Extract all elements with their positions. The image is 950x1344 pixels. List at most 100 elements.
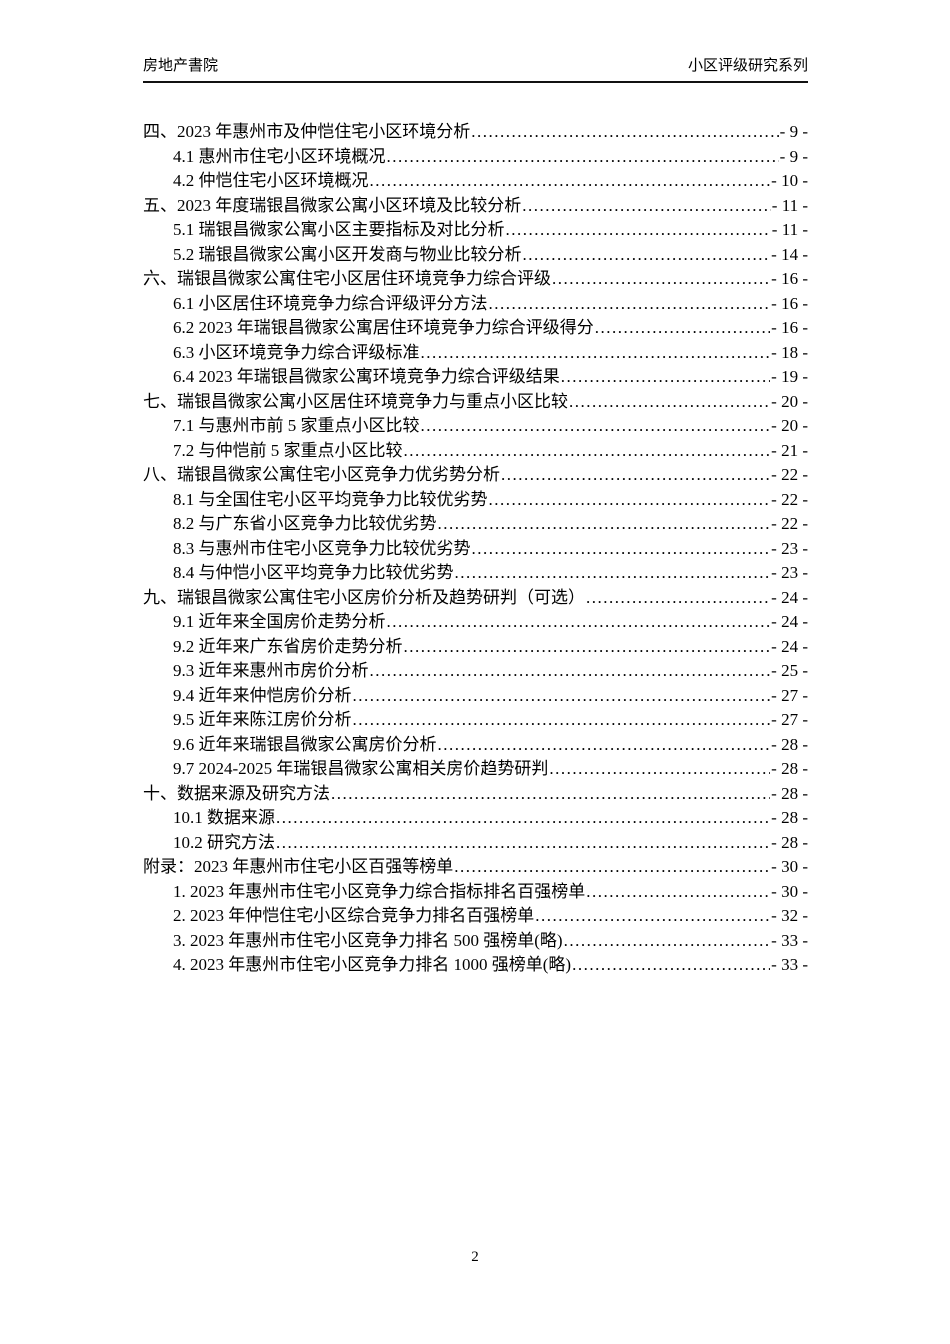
dot-leader xyxy=(331,782,770,807)
toc-entry-text: 6.2 2023 年瑞银昌微家公寓居住环境竞争力综合评级得分 xyxy=(173,318,594,337)
page-number: 2 xyxy=(471,1249,479,1265)
toc-entry[interactable]: 9.7 2024-2025 年瑞银昌微家公寓相关房价趋势研判 - 28 - xyxy=(143,757,808,782)
dot-leader xyxy=(569,390,770,415)
toc-entry[interactable]: 9.6 近年来瑞银昌微家公寓房价分析 - 28 - xyxy=(143,733,808,758)
toc-entry[interactable]: 2. 2023 年仲恺住宅小区综合竞争力排名百强榜单 - 32 - xyxy=(143,904,808,929)
toc-entry-page: - 11 - xyxy=(771,220,808,239)
dot-leader xyxy=(421,414,771,439)
toc-entry[interactable]: 4.2 仲恺住宅小区环境概况 - 10 - xyxy=(143,169,808,194)
toc-entry[interactable]: 七、瑞银昌微家公寓小区居住环境竞争力与重点小区比较 - 20 - xyxy=(143,390,808,415)
toc-entry-page: - 16 - xyxy=(771,269,808,288)
toc-entry-text: 四、2023 年惠州市及仲恺住宅小区环境分析 xyxy=(143,122,471,141)
toc-entry[interactable]: 7.2 与仲恺前 5 家重点小区比较 - 21 - xyxy=(143,439,808,464)
toc-entry-text: 9.6 近年来瑞银昌微家公寓房价分析 xyxy=(173,734,437,754)
dot-leader xyxy=(564,929,771,954)
toc-entry-text: 6.1 小区居住环境竞争力综合评级评分方法 xyxy=(173,293,488,313)
dot-leader xyxy=(387,145,779,170)
dot-leader xyxy=(438,512,771,537)
toc-entry-page: - 33 - xyxy=(771,930,808,950)
toc-entry[interactable]: 附录：2023 年惠州市住宅小区百强等榜单 - 30 - xyxy=(143,855,808,880)
toc-entry-text: 5.1 瑞银昌微家公寓小区主要指标及对比分析 xyxy=(173,220,505,239)
dot-leader xyxy=(387,610,771,635)
toc-entry-text: 十、数据来源及研究方法 xyxy=(143,783,330,803)
toc-entry[interactable]: 10.1 数据来源 - 28 - xyxy=(143,806,808,831)
toc-entry-page: - 28 - xyxy=(771,808,808,827)
header-left-text: 房地产書院 xyxy=(143,58,219,74)
toc-entry[interactable]: 四、2023 年惠州市及仲恺住宅小区环境分析 - 9 - xyxy=(143,120,808,145)
toc-entry[interactable]: 八、瑞银昌微家公寓住宅小区竞争力优劣势分析 - 22 - xyxy=(143,463,808,488)
toc-entry-page: - 28 - xyxy=(771,734,808,754)
toc-entry[interactable]: 1. 2023 年惠州市住宅小区竞争力综合指标排名百强榜单 - 30 - xyxy=(143,880,808,905)
toc-entry[interactable]: 9.5 近年来陈江房价分析 - 27 - xyxy=(143,708,808,733)
toc-entry-text: 9.5 近年来陈江房价分析 xyxy=(173,710,352,729)
toc-entry-page: - 18 - xyxy=(771,342,808,362)
dot-leader xyxy=(455,561,771,586)
toc-entry-text: 4.2 仲恺住宅小区环境概况 xyxy=(173,171,369,190)
toc-entry-text: 9.7 2024-2025 年瑞银昌微家公寓相关房价趋势研判 xyxy=(173,759,549,778)
toc-entry[interactable]: 8.3 与惠州市住宅小区竞争力比较优劣势 - 23 - xyxy=(143,537,808,562)
toc-entry[interactable]: 3. 2023 年惠州市住宅小区竞争力排名 500 强榜单(略) - 33 - xyxy=(143,929,808,954)
toc-entry[interactable]: 9.4 近年来仲恺房价分析 - 27 - xyxy=(143,684,808,709)
toc-entry[interactable]: 6.1 小区居住环境竞争力综合评级评分方法 - 16 - xyxy=(143,292,808,317)
toc-entry[interactable]: 9.2 近年来广东省房价走势分析 - 24 - xyxy=(143,635,808,660)
toc-entry-text: 3. 2023 年惠州市住宅小区竞争力排名 500 强榜单(略) xyxy=(173,930,563,950)
toc-entry-page: - 16 - xyxy=(771,293,808,313)
dot-leader xyxy=(523,243,771,268)
toc-entry[interactable]: 6.2 2023 年瑞银昌微家公寓居住环境竞争力综合评级得分 - 16 - xyxy=(143,316,808,341)
toc-entry[interactable]: 7.1 与惠州市前 5 家重点小区比较 - 20 - xyxy=(143,414,808,439)
dot-leader xyxy=(421,341,771,366)
toc-entry-text: 8.2 与广东省小区竞争力比较优劣势 xyxy=(173,514,437,533)
toc-entry-page: - 14 - xyxy=(771,244,808,264)
table-of-contents: 四、2023 年惠州市及仲恺住宅小区环境分析 - 9 - 4.1 惠州市住宅小区… xyxy=(143,120,808,978)
toc-entry[interactable]: 六、瑞银昌微家公寓住宅小区居住环境竞争力综合评级 - 16 - xyxy=(143,267,808,292)
toc-entry-text: 6.3 小区环境竞争力综合评级标准 xyxy=(173,342,420,362)
toc-entry-page: - 27 - xyxy=(771,710,808,729)
toc-entry-page: - 10 - xyxy=(771,171,808,190)
toc-entry[interactable]: 9.3 近年来惠州市房价分析 - 25 - xyxy=(143,659,808,684)
toc-entry-page: - 23 - xyxy=(771,538,808,558)
toc-entry-text: 附录：2023 年惠州市住宅小区百强等榜单 xyxy=(143,857,454,876)
toc-entry[interactable]: 5.2 瑞银昌微家公寓小区开发商与物业比较分析 - 14 - xyxy=(143,243,808,268)
toc-entry[interactable]: 十、数据来源及研究方法 - 28 - xyxy=(143,782,808,807)
toc-entry[interactable]: 九、瑞银昌微家公寓住宅小区房价分析及趋势研判（可选） - 24 - xyxy=(143,586,808,611)
toc-entry-page: - 28 - xyxy=(771,759,808,778)
toc-entry[interactable]: 10.2 研究方法 - 28 - xyxy=(143,831,808,856)
toc-entry-page: - 20 - xyxy=(771,391,808,411)
dot-leader xyxy=(370,169,771,194)
header-right-text: 小区评级研究系列 xyxy=(687,58,808,74)
toc-entry[interactable]: 8.1 与全国住宅小区平均竞争力比较优劣势 - 22 - xyxy=(143,488,808,513)
toc-entry-page: - 23 - xyxy=(771,563,808,582)
dot-leader xyxy=(353,708,771,733)
toc-entry-text: 五、2023 年度瑞银昌微家公寓小区环境及比较分析 xyxy=(143,195,522,215)
toc-entry-text: 9.1 近年来全国房价走势分析 xyxy=(173,612,386,631)
toc-entry-text: 七、瑞银昌微家公寓小区居住环境竞争力与重点小区比较 xyxy=(143,391,568,411)
toc-entry[interactable]: 8.4 与仲恺小区平均竞争力比较优劣势 - 23 - xyxy=(143,561,808,586)
toc-entry-page: - 9 - xyxy=(779,146,808,166)
dot-leader xyxy=(595,316,770,341)
toc-entry[interactable]: 6.4 2023 年瑞银昌微家公寓环境竞争力综合评级结果 - 19 - xyxy=(143,365,808,390)
page-footer: 2 xyxy=(0,1249,950,1266)
toc-entry-page: - 24 - xyxy=(771,636,808,656)
toc-entry-page: - 33 - xyxy=(771,955,808,974)
toc-entry[interactable]: 4. 2023 年惠州市住宅小区竞争力排名 1000 强榜单(略) - 33 - xyxy=(143,953,808,978)
toc-entry[interactable]: 5.1 瑞银昌微家公寓小区主要指标及对比分析 - 11 - xyxy=(143,218,808,243)
toc-entry[interactable]: 8.2 与广东省小区竞争力比较优劣势 - 22 - xyxy=(143,512,808,537)
toc-entry-page: - 25 - xyxy=(771,661,808,680)
toc-entry-text: 八、瑞银昌微家公寓住宅小区竞争力优劣势分析 xyxy=(143,465,500,484)
toc-entry-text: 1. 2023 年惠州市住宅小区竞争力综合指标排名百强榜单 xyxy=(173,881,586,901)
toc-entry[interactable]: 9.1 近年来全国房价走势分析 - 24 - xyxy=(143,610,808,635)
toc-entry[interactable]: 4.1 惠州市住宅小区环境概况 - 9 - xyxy=(143,145,808,170)
dot-leader xyxy=(561,365,770,390)
toc-entry-page: - 28 - xyxy=(771,832,808,852)
dot-leader xyxy=(489,292,771,317)
dot-leader xyxy=(353,684,771,709)
dot-leader xyxy=(276,831,770,856)
toc-entry[interactable]: 五、2023 年度瑞银昌微家公寓小区环境及比较分析 - 11 - xyxy=(143,194,808,219)
toc-entry-page: - 22 - xyxy=(771,489,808,509)
toc-entry-text: 7.1 与惠州市前 5 家重点小区比较 xyxy=(173,416,420,435)
toc-entry[interactable]: 6.3 小区环境竞争力综合评级标准 - 18 - xyxy=(143,341,808,366)
toc-entry-page: - 16 - xyxy=(771,318,808,337)
toc-entry-page: - 22 - xyxy=(771,514,808,533)
toc-entry-page: - 28 - xyxy=(771,783,808,803)
